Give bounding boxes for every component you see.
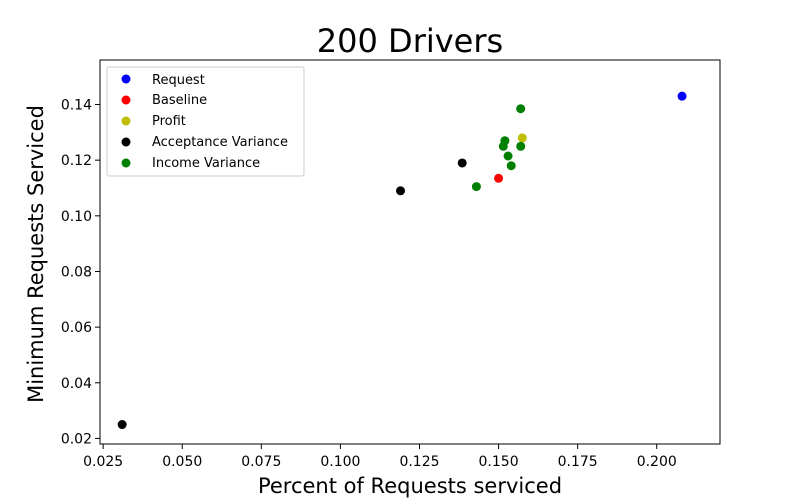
legend-marker-baseline [121, 95, 131, 105]
x-tick-label: 0.025 [83, 454, 123, 470]
y-tick-label: 0.12 [61, 153, 92, 169]
x-tick-label: 0.100 [320, 454, 360, 470]
point-profit [517, 133, 527, 143]
x-axis-label: Percent of Requests serviced [258, 474, 562, 498]
legend-marker-profit [121, 116, 131, 126]
point-request [677, 91, 687, 101]
data-points [117, 91, 687, 430]
x-tick-label: 0.050 [162, 454, 202, 470]
legend: Request Baseline Profit Acceptance Varia… [106, 66, 305, 177]
legend-label-baseline: Baseline [152, 93, 207, 108]
x-tick-label: 0.125 [399, 454, 439, 470]
point-income-variance [506, 161, 516, 171]
plot-area-frame [99, 59, 721, 445]
legend-marker-acceptance-variance [121, 137, 131, 147]
legend-label-request: Request [152, 73, 205, 88]
legend-label-income-variance: Income Variance [152, 156, 260, 171]
point-income-variance [516, 104, 526, 114]
x-axis-ticks: 0.025 0.050 0.075 0.100 0.125 0.150 0.175 0.200 [83, 444, 677, 470]
y-tick-label: 0.10 [61, 209, 92, 225]
point-baseline [494, 173, 504, 183]
point-acceptance-variance [117, 420, 127, 430]
y-tick-label: 0.06 [61, 320, 92, 336]
y-tick-label: 0.14 [61, 98, 92, 114]
legend-label-acceptance-variance: Acceptance Variance [152, 135, 288, 150]
legend-marker-income-variance [121, 158, 131, 168]
x-tick-label: 0.200 [637, 454, 677, 470]
y-axis-label: Minimum Requests Serviced [24, 105, 48, 403]
legend-marker-request [121, 74, 131, 84]
legend-box [106, 66, 305, 177]
y-tick-label: 0.02 [61, 431, 92, 447]
point-income-variance [516, 141, 526, 151]
point-income-variance [500, 136, 510, 146]
x-tick-label: 0.150 [479, 454, 519, 470]
y-tick-label: 0.04 [61, 376, 92, 392]
point-acceptance-variance [396, 186, 406, 196]
legend-label-profit: Profit [152, 114, 186, 129]
point-income-variance [503, 151, 513, 161]
point-income-variance [471, 182, 481, 192]
y-axis-ticks: 0.02 0.04 0.06 0.08 0.10 0.12 0.14 [61, 98, 100, 447]
y-tick-label: 0.08 [61, 264, 92, 280]
x-tick-label: 0.075 [241, 454, 281, 470]
chart-title: 200 Drivers [317, 22, 503, 60]
x-tick-label: 0.175 [558, 454, 598, 470]
point-acceptance-variance [457, 158, 467, 168]
